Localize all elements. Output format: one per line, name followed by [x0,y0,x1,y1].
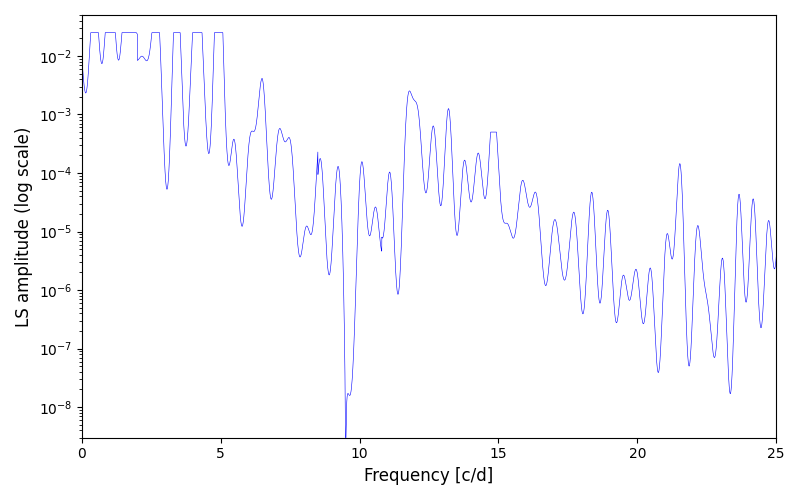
Y-axis label: LS amplitude (log scale): LS amplitude (log scale) [15,126,33,326]
X-axis label: Frequency [c/d]: Frequency [c/d] [364,467,494,485]
